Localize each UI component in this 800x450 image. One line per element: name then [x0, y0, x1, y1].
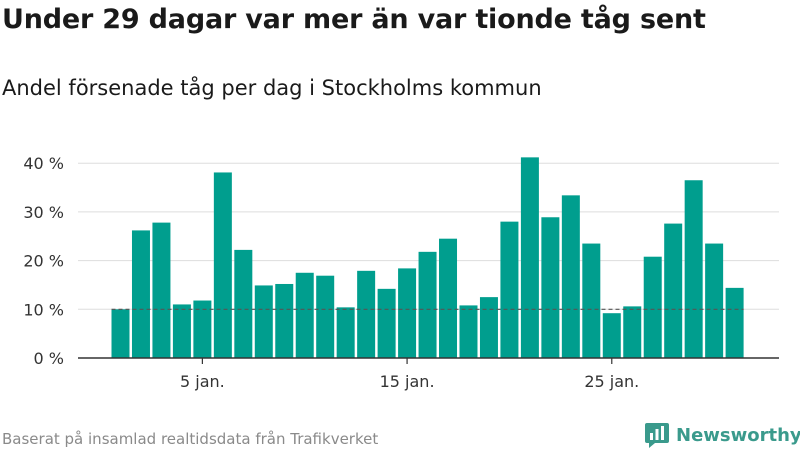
bar[interactable]: [398, 268, 417, 358]
y-tick-label: 20 %: [23, 252, 64, 271]
bar[interactable]: [520, 157, 539, 358]
x-tick-label: 5 jan.: [180, 372, 225, 391]
y-tick-label: 0 %: [34, 349, 64, 368]
bar[interactable]: [193, 300, 212, 358]
bar[interactable]: [275, 283, 294, 358]
y-tick-label: 30 %: [23, 203, 64, 222]
bar[interactable]: [459, 305, 478, 358]
bar[interactable]: [316, 275, 335, 358]
x-tick-label: 15 jan.: [380, 372, 435, 391]
bar[interactable]: [213, 172, 232, 358]
bar[interactable]: [602, 313, 621, 358]
bar[interactable]: [131, 230, 150, 358]
bar[interactable]: [357, 270, 376, 358]
bar[interactable]: [254, 285, 273, 358]
bar[interactable]: [684, 180, 703, 358]
brand-logo[interactable]: Newsworthy: [644, 421, 800, 449]
bar[interactable]: [111, 309, 130, 358]
bar[interactable]: [336, 307, 355, 358]
brand-name: Newsworthy: [676, 424, 800, 446]
bar[interactable]: [377, 288, 396, 358]
bar[interactable]: [664, 223, 683, 358]
bar[interactable]: [295, 272, 314, 358]
bar-layer: [111, 157, 744, 358]
bar[interactable]: [561, 195, 580, 358]
bar[interactable]: [643, 256, 662, 358]
bar[interactable]: [623, 306, 642, 358]
chart-subtitle: Andel försenade tåg per dag i Stockholms…: [2, 76, 542, 100]
bar[interactable]: [152, 222, 171, 358]
bar[interactable]: [234, 249, 253, 358]
bar[interactable]: [172, 304, 191, 358]
x-tick-label: 25 jan.: [584, 372, 639, 391]
bar[interactable]: [439, 238, 458, 358]
y-tick-label: 10 %: [23, 300, 64, 319]
axis-layer: 0 % 10 % 20 % 30 % 40 % 5 jan. 15 jan. 25 jan.: [23, 154, 779, 391]
source-note: Baserat på insamlad realtidsdata från Tr…: [2, 430, 379, 448]
y-tick-label: 40 %: [23, 154, 64, 173]
bar[interactable]: [705, 243, 724, 358]
newsworthy-logo-icon: [645, 423, 669, 448]
bar[interactable]: [418, 251, 437, 358]
bar[interactable]: [479, 297, 498, 358]
bar[interactable]: [541, 217, 560, 358]
bar[interactable]: [725, 287, 744, 358]
chart-title: Under 29 dagar var mer än var tionde tåg…: [2, 4, 706, 35]
bar[interactable]: [582, 243, 601, 358]
bar[interactable]: [500, 221, 519, 358]
